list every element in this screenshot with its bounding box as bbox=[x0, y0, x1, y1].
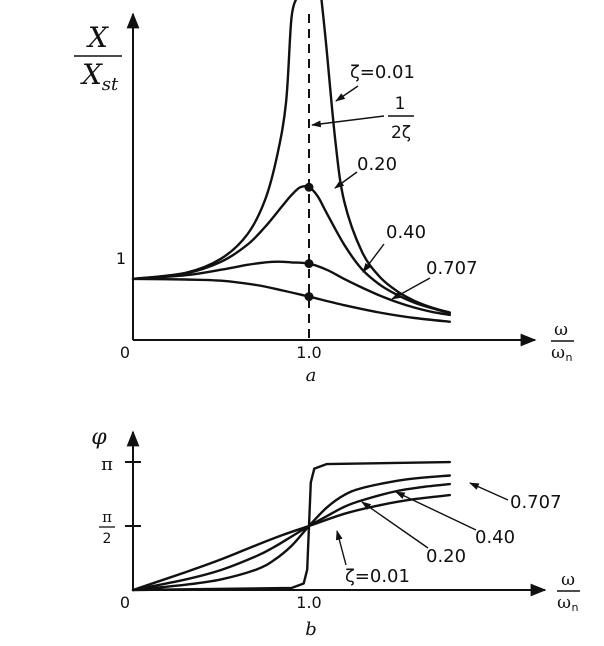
panel-a-label-zeta-0.01: ζ=0.01 bbox=[350, 62, 415, 83]
panel-a-leader-zeta-0.01 bbox=[335, 85, 359, 102]
panel-b-leader-zeta-0.01 bbox=[335, 530, 347, 566]
marked-point-zeta-0.707 bbox=[304, 292, 314, 302]
panel-a-curve-zeta-0.707 bbox=[131, 277, 451, 323]
half-pi-numerator: π bbox=[102, 508, 112, 526]
panel-b-annotations: ζ=0.01 0.20 0.40 0.707 bbox=[335, 482, 562, 587]
panel-a-y-label: X X st bbox=[74, 21, 122, 95]
panel-a-curve-zeta-0.40 bbox=[131, 260, 451, 317]
panel-a-label: a bbox=[306, 365, 317, 386]
panel-a-x-tick-label: 1.0 bbox=[296, 343, 321, 362]
panel-b-tick-label-half-pi: π 2 bbox=[99, 508, 115, 547]
panel-b-label-zeta-0.707: 0.707 bbox=[510, 492, 562, 513]
x-label-denominator: ω bbox=[557, 593, 571, 613]
panel-b-y-label: φ bbox=[91, 425, 107, 450]
panel-b-origin-label: 0 bbox=[120, 593, 130, 612]
panel-b-leader-zeta-0.40 bbox=[395, 491, 477, 531]
panel-a-annotations: ζ=0.01 1 2ζ 0.20 0.40 0.707 bbox=[311, 62, 478, 300]
y-label-denominator: X bbox=[80, 58, 103, 91]
panel-b-leader-zeta-0.20 bbox=[361, 501, 429, 549]
panel-a-label-zeta-0.40: 0.40 bbox=[386, 222, 426, 243]
x-label-numerator: ω bbox=[554, 320, 568, 340]
panel-b-curves bbox=[131, 460, 451, 592]
x-label-denominator: ω bbox=[551, 343, 565, 363]
x-label-numerator: ω bbox=[561, 570, 575, 590]
x-label-denominator-sub: n bbox=[566, 351, 573, 364]
panel-a-axes bbox=[126, 12, 537, 347]
panel-a-origin-label: 0 bbox=[120, 343, 130, 362]
panel-b-label-zeta-0.40: 0.40 bbox=[475, 527, 515, 548]
panel-a-leader-zeta-0.20 bbox=[334, 171, 358, 189]
panel-a-curve-zeta-0.01 bbox=[131, 0, 451, 314]
panel-a-leader-zeta-0.707 bbox=[391, 277, 431, 300]
panel-b-label: b bbox=[305, 619, 317, 640]
panel-b-leader-zeta-0.707 bbox=[469, 482, 509, 501]
panel-b: φ π π 2 0 1.0 b ω ω n ζ=0.01 0.20 0.40 0… bbox=[91, 425, 580, 640]
y-label-numerator: X bbox=[86, 21, 109, 54]
panel-a-leader-zeta-0.40 bbox=[362, 243, 385, 273]
panel-a: X X st 1 0 1.0 a ω ω n ζ=0.01 1 2ζ 0.20 … bbox=[74, 0, 574, 386]
panel-a-y-tick-label: 1 bbox=[116, 249, 126, 268]
panel-b-x-label: ω ω n bbox=[557, 570, 580, 614]
y-label-denominator-sub: st bbox=[102, 74, 119, 95]
marked-point-zeta-0.40 bbox=[304, 259, 314, 269]
panel-a-label-zeta-0.20: 0.20 bbox=[357, 154, 397, 175]
peak-annotation-numerator: 1 bbox=[395, 94, 406, 114]
panel-b-x-tick-label: 1.0 bbox=[296, 593, 321, 612]
peak-annotation-leader bbox=[311, 115, 385, 128]
panel-b-label-zeta-0.01: ζ=0.01 bbox=[345, 566, 410, 587]
panel-a-x-label: ω ω n bbox=[551, 320, 574, 364]
peak-annotation-denominator: 2ζ bbox=[391, 123, 411, 143]
panel-b-label-zeta-0.20: 0.20 bbox=[426, 546, 466, 567]
x-label-denominator-sub: n bbox=[572, 601, 579, 614]
half-pi-denominator: 2 bbox=[103, 531, 112, 547]
panel-b-curve-zeta-0.707 bbox=[131, 493, 451, 592]
panel-a-curves bbox=[131, 0, 451, 323]
marked-point-zeta-0.20 bbox=[304, 182, 314, 192]
panel-a-label-zeta-0.707: 0.707 bbox=[426, 258, 478, 279]
panel-a-marked-points bbox=[304, 182, 314, 302]
panel-b-tick-label-pi: π bbox=[101, 454, 113, 475]
